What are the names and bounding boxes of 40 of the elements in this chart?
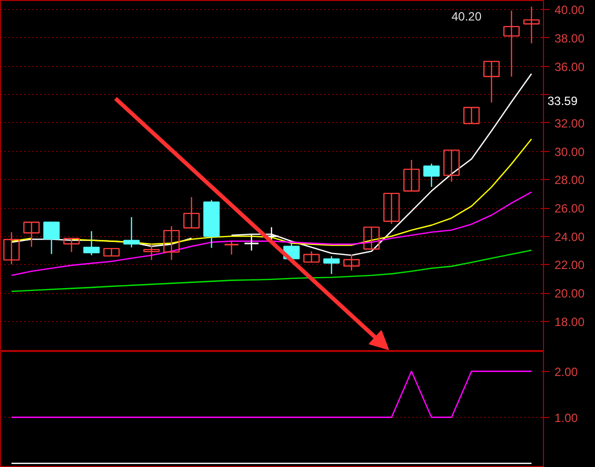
candlestick	[244, 233, 260, 252]
candlestick	[83, 230, 100, 256]
line-series	[10, 191, 532, 276]
candlestick	[403, 159, 420, 192]
candlestick	[423, 163, 440, 188]
candlestick	[63, 238, 80, 253]
y-tick-label: 40.00	[554, 3, 585, 18]
candlestick	[523, 6, 540, 44]
y-tick-label: 36.00	[554, 60, 585, 74]
candlestick	[224, 240, 240, 256]
line-series	[10, 250, 532, 292]
y-tick-label: 32.00	[554, 116, 585, 130]
candlestick	[303, 250, 320, 263]
candlestick	[143, 243, 160, 261]
candlestick	[163, 226, 180, 261]
y-tick-label: 22.00	[554, 258, 585, 272]
y-tick-label: 26.00	[554, 202, 585, 216]
candlestick	[503, 10, 520, 78]
candlestick	[463, 106, 480, 124]
text: 33.59	[548, 94, 578, 108]
candlestick	[323, 256, 340, 275]
candlestick	[3, 232, 20, 265]
y-tick-label: 1.00	[554, 410, 578, 425]
candlestick	[23, 222, 40, 248]
y-tick-label: 38.00	[554, 31, 585, 46]
candlestick	[483, 60, 500, 104]
candlestick	[363, 226, 380, 250]
annotation: 40.20	[451, 10, 482, 24]
y-tick-label: 2.00	[554, 364, 578, 379]
y-tick-label: 18.00	[554, 314, 585, 329]
candlestick	[383, 192, 400, 225]
candlestick	[123, 216, 140, 248]
candlestick	[443, 150, 460, 182]
y-tick-label: 30.00	[554, 144, 585, 159]
y-tick-label: 28.00	[554, 173, 585, 188]
y-tick-label: 20.00	[554, 286, 585, 301]
candlestick	[343, 254, 360, 272]
y-tick-label: 24.00	[554, 230, 585, 244]
candlestick	[43, 222, 60, 255]
candlestick	[183, 196, 200, 228]
